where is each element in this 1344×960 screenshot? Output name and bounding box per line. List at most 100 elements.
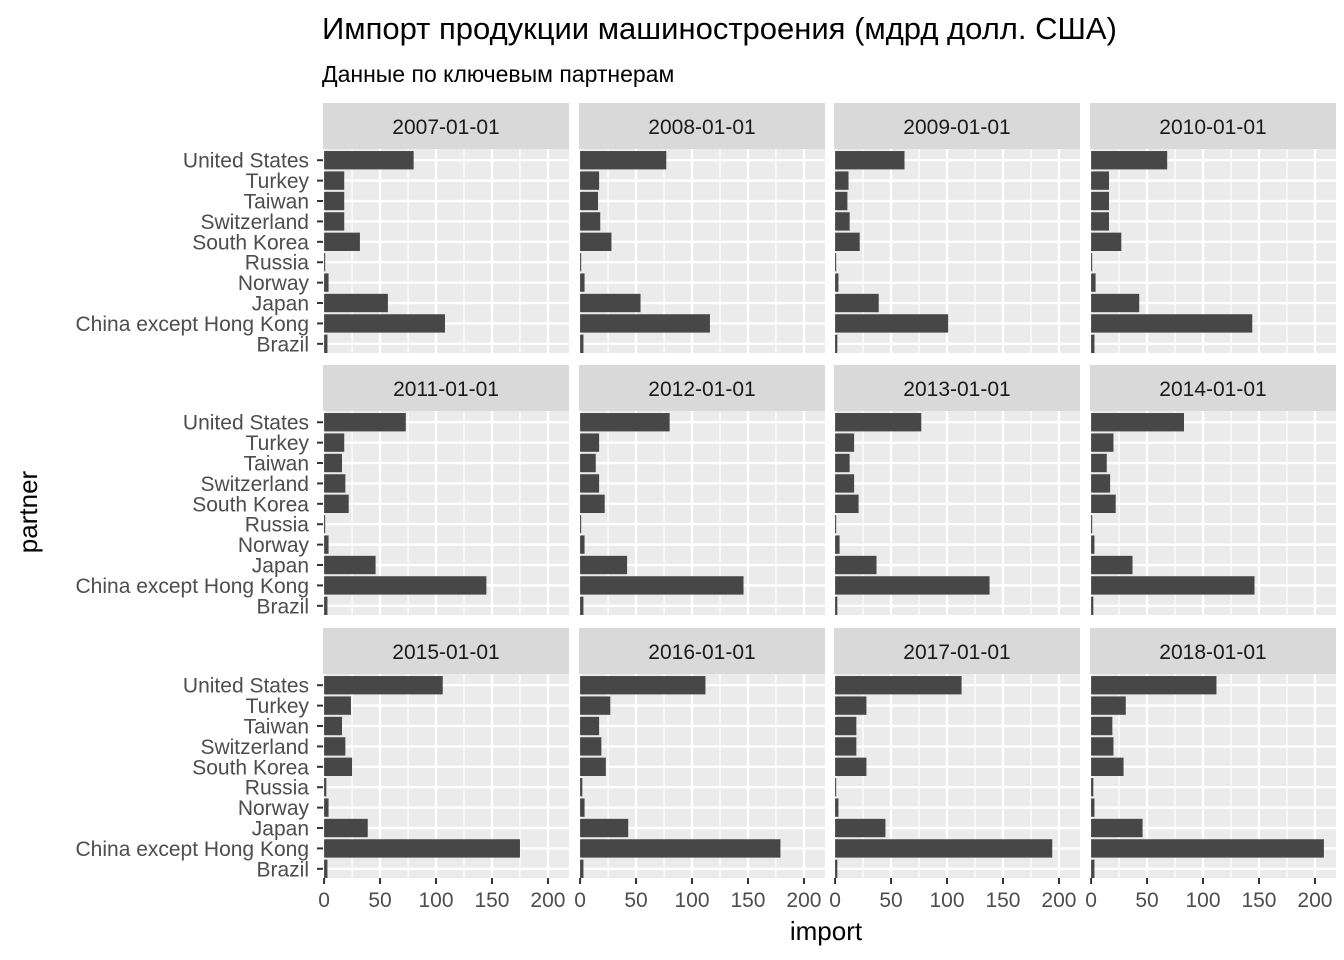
bar (324, 232, 360, 251)
y-tick-label: Turkey (246, 695, 310, 718)
x-tick-label: 100 (418, 889, 453, 912)
bar (580, 676, 706, 695)
bar (324, 535, 329, 554)
bar (1091, 716, 1113, 736)
y-tick-label: Taiwan (244, 453, 309, 476)
bar (1091, 212, 1109, 231)
facet-label: 2007-01-01 (392, 116, 499, 139)
facet-label: 2015-01-01 (392, 641, 499, 664)
bar (580, 515, 582, 534)
x-tick-label: 150 (730, 889, 765, 912)
bar (580, 859, 584, 878)
bar (580, 413, 670, 432)
facet-label: 2016-01-01 (648, 641, 755, 664)
facet-panel: 2017-01-01 0 50 100 150 200 (829, 628, 1080, 912)
bar (580, 453, 596, 473)
y-tick-label: Japan (252, 555, 309, 578)
facet-label: 2013-01-01 (903, 378, 1010, 401)
bar (835, 798, 839, 817)
bar (1091, 535, 1095, 554)
bar (1091, 798, 1095, 817)
bar (835, 696, 867, 715)
bar (324, 474, 346, 493)
y-tick-label: Switzerland (200, 211, 309, 234)
x-tick-label: 0 (1085, 889, 1097, 912)
bar (580, 171, 600, 190)
y-tick-label: China except Hong Kong (76, 313, 310, 336)
bar (835, 151, 905, 170)
bar (835, 453, 850, 473)
y-tick-label: Russia (245, 777, 310, 800)
bar (324, 433, 345, 452)
y-tick-label: Turkey (246, 170, 310, 193)
bar (324, 818, 368, 838)
x-axis-title: import (790, 916, 863, 946)
facet-strip (579, 103, 825, 149)
bar (835, 413, 922, 432)
bar (324, 494, 349, 513)
bar (835, 515, 837, 534)
bar (324, 515, 326, 534)
x-tick-label: 50 (879, 889, 902, 912)
facet-panel: 2007-01-01 United StatesTurkeyTaiwanSwitz… (76, 103, 569, 356)
y-tick-label: United States (183, 150, 309, 173)
bar (324, 413, 406, 432)
x-tick-label: 50 (1135, 889, 1158, 912)
y-tick-label: Russia (245, 514, 310, 537)
bar (835, 474, 855, 493)
bar (324, 212, 345, 231)
bar (324, 171, 345, 190)
y-tick-label: Japan (252, 293, 309, 316)
bar (580, 798, 585, 817)
bar (324, 314, 445, 333)
bar (580, 576, 744, 595)
facet-label: 2017-01-01 (903, 641, 1010, 664)
y-tick-label: Switzerland (200, 473, 309, 496)
bar (324, 596, 328, 615)
facet-strip (834, 103, 1080, 149)
facet-panel: 2013-01-01 (833, 365, 1080, 615)
bar (835, 314, 949, 333)
bar (580, 494, 605, 513)
bar (1091, 696, 1126, 715)
bar (324, 453, 342, 473)
bar (324, 191, 345, 211)
facet-panel: 2016-01-01 0 50 100 150 200 (574, 628, 825, 912)
bar (1091, 253, 1093, 272)
bar (835, 535, 840, 554)
facet-strip (834, 628, 1080, 674)
facet-panel: 2008-01-01 (578, 103, 825, 353)
bar (324, 798, 329, 817)
x-tick-label: 150 (474, 889, 509, 912)
facet-panel: 2018-01-01 0 50 100 150 200 (1085, 628, 1336, 912)
bar (1091, 494, 1116, 513)
bar (835, 433, 855, 452)
y-tick-label: Norway (238, 534, 310, 557)
bar (324, 778, 327, 797)
y-tick-label: United States (183, 675, 309, 698)
facet-label: 2010-01-01 (1159, 116, 1266, 139)
bar (324, 757, 353, 776)
bar (580, 191, 598, 211)
bar (580, 757, 606, 776)
bar (324, 676, 443, 695)
x-tick-label: 0 (318, 889, 330, 912)
bar (835, 737, 857, 756)
y-tick-label: Taiwan (244, 716, 309, 739)
facet-panel: 2010-01-01 (1089, 103, 1336, 353)
x-tick-label: 200 (1041, 889, 1076, 912)
bar (324, 696, 351, 715)
facet-label: 2014-01-01 (1159, 378, 1266, 401)
bar (1091, 555, 1133, 575)
bar (1091, 778, 1094, 797)
x-tick-label: 200 (530, 889, 565, 912)
y-tick-label: South Korea (192, 493, 309, 516)
bar (324, 273, 329, 292)
bar (835, 334, 838, 353)
bar (1091, 757, 1124, 776)
bar (324, 253, 326, 272)
bar (580, 596, 584, 615)
bar (835, 171, 849, 190)
